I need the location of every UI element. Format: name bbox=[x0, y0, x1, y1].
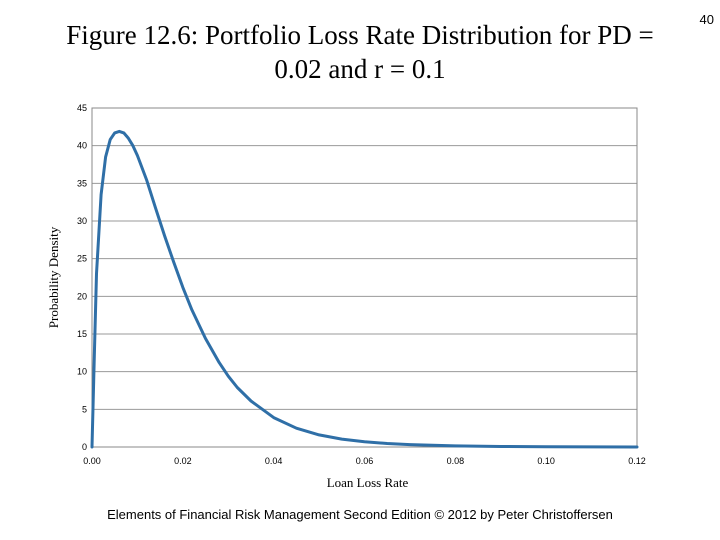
y-axis-ticks: 0 5 10 15 20 25 30 35 40 45 bbox=[77, 103, 87, 452]
y-tick-label: 25 bbox=[77, 254, 87, 264]
x-tick-label: 0.08 bbox=[447, 456, 465, 466]
x-tick-label: 0.12 bbox=[628, 456, 646, 466]
y-tick-label: 30 bbox=[77, 216, 87, 226]
y-tick-label: 10 bbox=[77, 367, 87, 377]
y-tick-label: 35 bbox=[77, 178, 87, 188]
x-tick-label: 0.04 bbox=[265, 456, 283, 466]
y-tick-label: 0 bbox=[82, 442, 87, 452]
y-tick-label: 15 bbox=[77, 329, 87, 339]
x-tick-label: 0.10 bbox=[537, 456, 555, 466]
grid-lines bbox=[92, 107, 637, 448]
x-axis-ticks: 0.00 0.02 0.04 0.06 0.08 0.10 0.12 bbox=[83, 456, 646, 466]
series-line bbox=[90, 129, 639, 449]
x-tick-label: 0.06 bbox=[356, 456, 374, 466]
x-axis-label: Loan Loss Rate bbox=[327, 475, 409, 490]
x-tick-label: 0.02 bbox=[174, 456, 192, 466]
y-tick-label: 45 bbox=[77, 103, 87, 113]
y-tick-label: 40 bbox=[77, 141, 87, 151]
x-tick-label: 0.00 bbox=[83, 456, 101, 466]
plot-area bbox=[91, 107, 638, 448]
page-number: 40 bbox=[699, 12, 714, 27]
slide-footer: Elements of Financial Risk Management Se… bbox=[107, 507, 613, 522]
y-tick-label: 5 bbox=[82, 404, 87, 414]
y-tick-label: 20 bbox=[77, 291, 87, 301]
chart-title: Figure 12.6: Portfolio Loss Rate Distrib… bbox=[66, 20, 654, 84]
y-axis-label: Probability Density bbox=[46, 226, 61, 328]
